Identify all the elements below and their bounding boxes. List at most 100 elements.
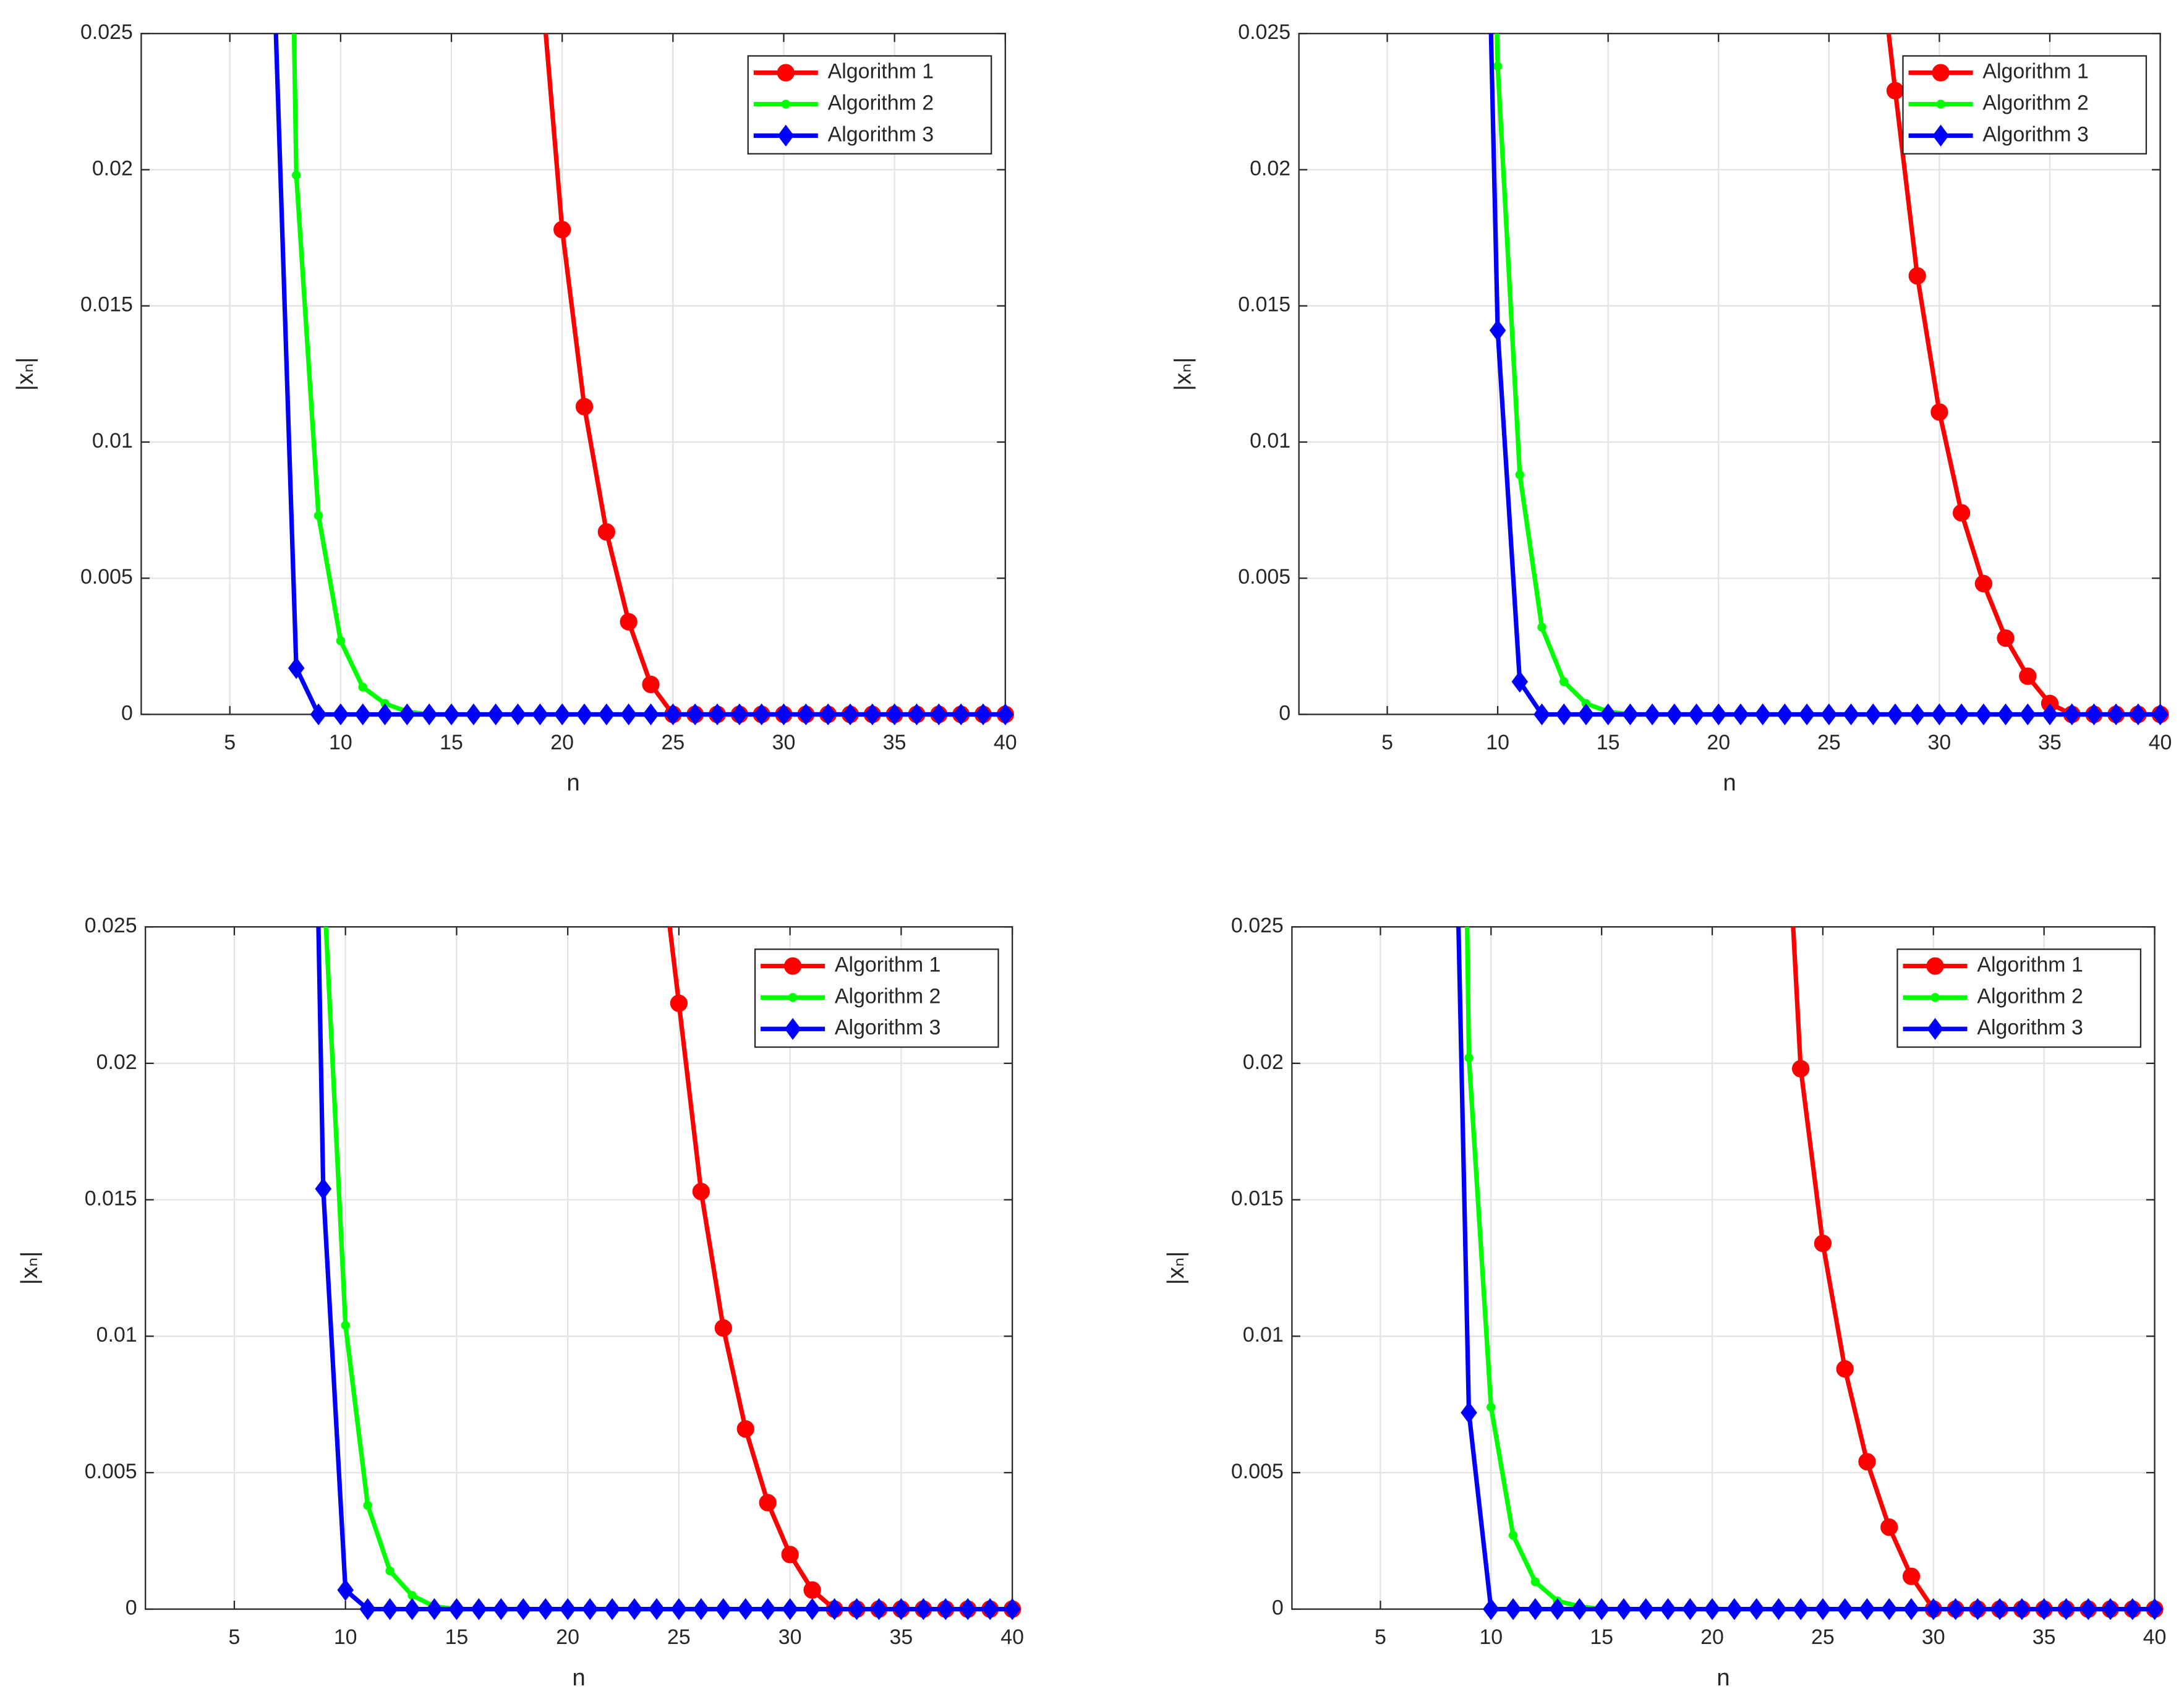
marker — [1644, 703, 1661, 726]
marker — [1571, 1598, 1588, 1620]
marker — [2019, 667, 2037, 685]
marker — [1688, 703, 1705, 726]
y-tick-label: 0.02 — [1250, 156, 1290, 180]
x-tick-label: 25 — [1817, 731, 1841, 754]
x-tick-label: 5 — [229, 1625, 241, 1649]
x-tick-label: 5 — [224, 731, 236, 754]
x-tick-label: 25 — [667, 1625, 691, 1649]
y-tick-label: 0.01 — [1243, 1323, 1284, 1347]
legend-label: Algorithm 2 — [1977, 984, 2083, 1008]
marker — [1909, 703, 1926, 726]
y-tick-label: 0.02 — [96, 1050, 137, 1074]
marker — [2036, 1598, 2052, 1620]
marker — [1792, 1598, 1809, 1620]
legend-marker — [784, 1018, 801, 1040]
marker — [642, 675, 660, 694]
marker — [798, 703, 814, 726]
marker — [1975, 703, 1992, 726]
data-layer — [273, 33, 1014, 726]
marker — [1537, 623, 1546, 632]
x-tick-label: 15 — [445, 1625, 469, 1649]
marker — [553, 221, 571, 239]
x-tick-label: 20 — [556, 1625, 579, 1649]
marker — [2124, 1598, 2141, 1620]
marker — [649, 810, 665, 825]
legend-label: Algorithm 2 — [1982, 91, 2089, 114]
marker — [759, 1494, 777, 1512]
x-tick-label: 35 — [883, 731, 906, 754]
marker — [952, 703, 970, 726]
marker — [1754, 703, 1771, 726]
marker — [1622, 703, 1639, 726]
marker — [626, 1598, 643, 1620]
x-tick-label: 35 — [890, 1625, 913, 1649]
legend-label: Algorithm 1 — [828, 60, 934, 83]
y-tick-label: 0.01 — [92, 429, 133, 453]
y-tick-label: 0.025 — [1231, 914, 1284, 937]
marker — [1880, 1518, 1898, 1536]
x-axis-label: n — [572, 1664, 585, 1691]
legend-marker — [777, 124, 795, 147]
marker — [981, 1598, 999, 1620]
marker — [2063, 703, 2080, 726]
marker — [532, 703, 548, 726]
marker — [1792, 1060, 1810, 1078]
data-layer — [315, 810, 1022, 1620]
chart: 5 10 15 20 25 30 35 40 0 0.005 0.01 0.015 0.02 0.025 n… — [16, 810, 1024, 1691]
marker — [864, 703, 881, 726]
marker — [1902, 1567, 1921, 1585]
marker — [448, 1598, 465, 1620]
y-tick-label: 0.015 — [80, 293, 133, 317]
marker — [1681, 1598, 1699, 1620]
marker — [1511, 670, 1529, 693]
marker — [1859, 1598, 1875, 1620]
x-axis-label: n — [1717, 1664, 1730, 1691]
marker — [291, 171, 301, 180]
marker — [1530, 1577, 1540, 1586]
marker — [332, 703, 349, 726]
legend: Algorithm 1 Algorithm 2 Algorithm 3 — [1896, 948, 2142, 1048]
x-tick-label: 30 — [1922, 1625, 1945, 1649]
marker — [1660, 1598, 1676, 1620]
marker — [597, 523, 615, 541]
y-tick-label: 0 — [1279, 701, 1290, 725]
legend: Algorithm 1 Algorithm 2 Algorithm 3 — [754, 948, 999, 1048]
marker — [1577, 703, 1595, 726]
x-tick-label: 10 — [334, 1625, 357, 1649]
marker — [315, 1178, 332, 1200]
marker — [559, 1598, 576, 1620]
marker — [819, 703, 837, 726]
x-tick-label: 20 — [1707, 731, 1730, 754]
y-tick-label: 0.025 — [85, 914, 137, 937]
marker — [893, 1598, 910, 1620]
legend-label: Algorithm 1 — [835, 953, 941, 976]
marker — [341, 1321, 350, 1330]
marker — [714, 1319, 732, 1337]
legend-marker — [1932, 64, 1950, 82]
marker — [715, 1598, 732, 1620]
marker — [782, 1598, 798, 1620]
marker — [1533, 703, 1550, 726]
marker — [731, 703, 748, 726]
chart: 5 10 15 20 25 30 35 40 0 0.005 0.01 0.015 0.02 0.025 n… — [1162, 914, 2166, 1691]
marker — [1748, 1598, 1765, 1620]
marker — [2146, 1598, 2163, 1620]
legend-marker — [1932, 124, 1949, 147]
y-tick-label: 0.01 — [96, 1323, 137, 1347]
marker — [1880, 1598, 1898, 1620]
marker — [510, 703, 526, 726]
marker — [465, 703, 482, 726]
marker — [686, 703, 704, 726]
marker — [908, 703, 925, 726]
marker — [1836, 1360, 1854, 1378]
marker — [997, 703, 1014, 726]
marker — [975, 703, 992, 726]
marker — [1814, 1598, 1832, 1620]
x-tick-label: 40 — [1000, 1625, 1024, 1649]
marker — [620, 613, 638, 631]
legend-marker — [1927, 1018, 1943, 1040]
marker — [1487, 1402, 1496, 1412]
y-tick-label: 0.025 — [80, 20, 133, 44]
marker — [670, 994, 688, 1012]
y-axis-label: |xₙ| — [1169, 357, 1196, 391]
